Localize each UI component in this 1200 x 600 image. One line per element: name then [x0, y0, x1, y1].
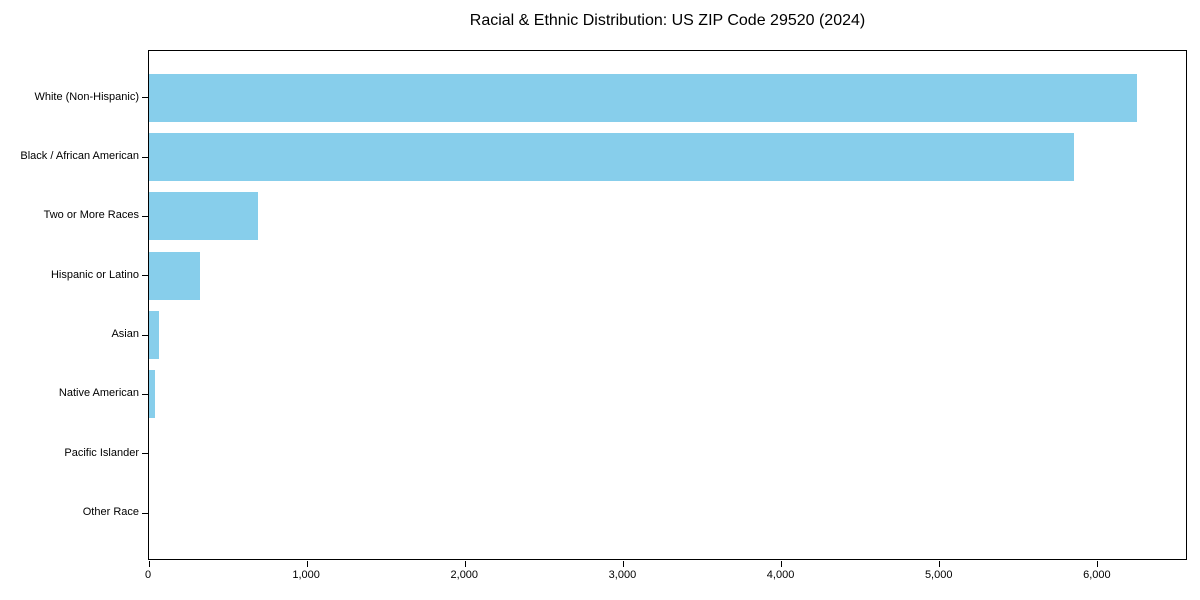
y-tick-mark: [142, 393, 149, 395]
bar-white-non-hispanic: [149, 73, 1138, 122]
x-tick-mark: [939, 561, 941, 567]
x-tick-label: 6,000: [1083, 569, 1111, 581]
x-tick-label: 4,000: [766, 569, 795, 581]
y-tick-label-pacific-islander: Pacific Islander: [64, 446, 139, 459]
x-tick-label: 2,000: [450, 569, 479, 581]
y-tick-mark: [142, 334, 149, 336]
plot-area: [142, 50, 1187, 567]
y-tick-mark: [142, 512, 149, 514]
y-tick-mark: [142, 453, 149, 455]
y-tick-label-two-or-more-races: Two or More Races: [43, 209, 139, 222]
y-tick-mark: [142, 156, 149, 158]
y-tick-mark: [142, 97, 149, 99]
x-tick-mark: [622, 561, 624, 567]
y-tick-mark: [142, 275, 149, 277]
x-tick-label: 1,000: [292, 569, 320, 581]
y-tick-label-white-non-hispanic: White (Non-Hispanic): [34, 90, 139, 103]
y-tick-label-other-race: Other Race: [82, 506, 139, 518]
bar-black-african-american: [149, 133, 1075, 182]
bar-two-or-more-races: [149, 192, 259, 241]
x-tick-label: 5,000: [924, 569, 953, 581]
y-tick-mark: [142, 215, 149, 217]
x-tick-mark: [781, 561, 783, 567]
y-tick-label-asian: Asian: [111, 328, 139, 341]
x-tick-mark: [464, 561, 466, 567]
bar-hispanic-or-latino: [149, 251, 200, 300]
y-tick-label-black-african-american: Black / African American: [20, 150, 139, 163]
y-tick-label-hispanic-or-latino: Hispanic or Latino: [50, 268, 139, 281]
y-tick-label-native-american: Native American: [58, 387, 139, 400]
x-tick-label: 3,000: [608, 569, 637, 581]
chart-title: Racial & Ethnic Distribution: US ZIP Cod…: [469, 12, 866, 29]
x-tick-mark: [1097, 561, 1099, 567]
bar-asian: [149, 311, 160, 360]
bar-native-american: [149, 370, 156, 419]
x-tick-mark: [148, 561, 150, 567]
x-tick-label: 0: [144, 569, 152, 581]
x-tick-mark: [306, 561, 308, 567]
